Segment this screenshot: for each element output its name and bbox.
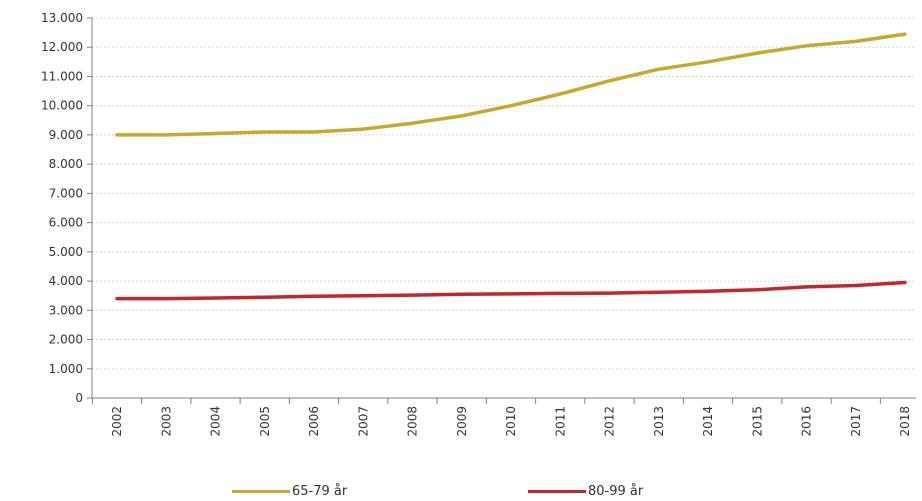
y-tick-label: 10.000 [41, 99, 83, 113]
x-tick-label: 2006 [307, 406, 321, 437]
x-tick-label: 2012 [603, 406, 617, 437]
x-tick-label: 2009 [455, 406, 469, 437]
x-tick-label: 2005 [258, 406, 272, 437]
y-tick-label: 2.000 [49, 333, 83, 347]
legend-label-65-79: 65-79 år [292, 483, 348, 499]
x-tick-label: 2017 [849, 406, 863, 437]
series-line-0 [115, 32, 907, 137]
x-tick-label: 2014 [701, 406, 715, 437]
x-tick-label: 2015 [750, 406, 764, 437]
y-tick-label: 11.000 [41, 69, 83, 83]
y-tick-label: 5.000 [49, 245, 83, 259]
y-tick-label: 8.000 [49, 157, 83, 171]
x-tick-label: 2010 [504, 406, 518, 437]
legend-swatch-80-99 [528, 489, 586, 493]
legend-label-80-99: 80-99 år [588, 483, 644, 499]
y-tick-label: 3.000 [49, 303, 83, 317]
x-tick-label: 2003 [159, 406, 173, 437]
legend-item-65-79: 65-79 år [232, 482, 347, 500]
x-tick-label: 2008 [406, 406, 420, 437]
y-tick-label: 6.000 [49, 216, 83, 230]
y-tick-label: 0 [75, 391, 83, 405]
x-tick-label: 2016 [800, 406, 814, 437]
series-lines [115, 32, 907, 301]
y-tick-label: 1.000 [49, 362, 83, 376]
y-tick-label: 7.000 [49, 186, 83, 200]
y-tick-label: 4.000 [49, 274, 83, 288]
y-axis-tick-labels: 0 1.000 2.000 3.000 4.000 5.000 6.000 7.000 8.00… [41, 11, 92, 405]
y-tick-label: 9.000 [49, 128, 83, 142]
x-tick-label: 2002 [110, 406, 124, 437]
series-line-1 [115, 280, 907, 301]
legend-swatch-65-79 [232, 489, 290, 493]
x-tick-label: 2007 [356, 406, 370, 437]
gridlines [92, 17, 916, 370]
x-axis-tick-labels: 2002 2003 2004 2005 2006 2007 2008 2009 2010 2011… [91, 398, 912, 437]
x-tick-label: 2011 [553, 406, 567, 437]
legend-item-80-99: 80-99 år [528, 482, 643, 500]
y-tick-label: 12.000 [41, 40, 83, 54]
x-tick-label: 2018 [898, 406, 912, 437]
y-tick-label: 13.000 [41, 11, 83, 25]
x-tick-label: 2013 [652, 406, 666, 437]
x-tick-label: 2004 [209, 406, 223, 437]
